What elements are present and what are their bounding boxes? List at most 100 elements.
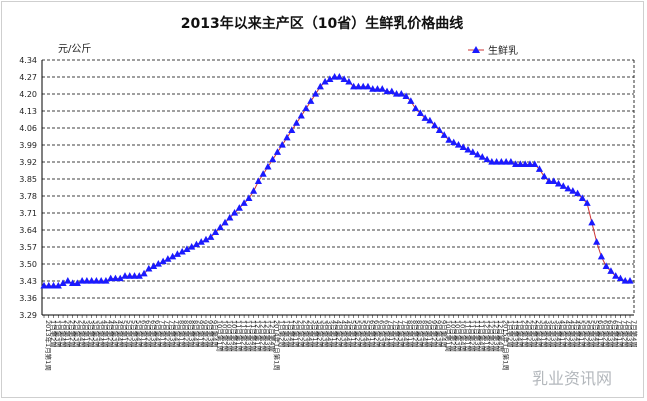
data-point bbox=[64, 277, 72, 284]
data-point bbox=[602, 262, 610, 270]
data-point bbox=[173, 250, 181, 257]
x-tick-label: 12月第2周 bbox=[487, 320, 496, 352]
data-point bbox=[440, 131, 448, 138]
x-tick-label: 5月第4周 bbox=[592, 320, 601, 348]
data-point bbox=[612, 272, 620, 279]
data-point bbox=[383, 87, 391, 95]
x-tick-label: 6月第4周 bbox=[154, 320, 163, 348]
x-tick-label: 4月第1周 bbox=[559, 320, 568, 348]
x-tick-label: 1月第3周 bbox=[282, 320, 291, 348]
x-tick-label: 7月第3周 bbox=[625, 320, 634, 348]
data-point bbox=[388, 87, 396, 95]
data-point bbox=[493, 158, 501, 165]
data-point bbox=[111, 274, 120, 282]
x-tick-label: 7月第4周 bbox=[173, 320, 182, 348]
data-point bbox=[192, 240, 201, 248]
data-point bbox=[221, 218, 229, 226]
data-point bbox=[516, 160, 525, 168]
x-tick-label: 4月第1周 bbox=[101, 320, 110, 348]
x-tick-label: 2015年1月第1周 bbox=[501, 320, 510, 371]
data-point bbox=[297, 111, 305, 119]
data-point bbox=[288, 126, 296, 134]
data-point bbox=[535, 165, 544, 172]
data-point bbox=[454, 141, 463, 148]
x-tick-label: 8月第1周 bbox=[177, 320, 186, 348]
x-tick-label: 7月第3周 bbox=[168, 320, 177, 348]
data-point bbox=[473, 150, 482, 158]
x-tick-label: 7月第1周 bbox=[616, 320, 625, 348]
data-point bbox=[273, 148, 282, 155]
x-tick-label: 5月第1周 bbox=[578, 320, 587, 348]
data-point bbox=[559, 182, 567, 189]
data-point bbox=[264, 162, 272, 170]
x-tick-label: 5月第3周 bbox=[130, 320, 139, 348]
series-layer bbox=[40, 73, 634, 289]
x-tick-label: 7月第2周 bbox=[163, 320, 172, 348]
data-point bbox=[564, 184, 572, 192]
data-point bbox=[121, 272, 129, 279]
x-tick-label: 2月第3周 bbox=[73, 320, 82, 348]
x-tick-label: 4月第2周 bbox=[106, 320, 115, 348]
data-point bbox=[49, 281, 58, 289]
x-tick-label: 6月第4周 bbox=[611, 320, 620, 348]
x-tick-label: 9月第4周 bbox=[439, 320, 448, 348]
data-point bbox=[345, 77, 353, 85]
data-point bbox=[373, 85, 382, 92]
data-point bbox=[431, 121, 439, 129]
x-tick-label: 3月第4周 bbox=[554, 320, 563, 348]
data-point bbox=[116, 274, 124, 282]
x-tick-label: 9月第3周 bbox=[206, 320, 215, 348]
data-point bbox=[183, 245, 191, 253]
y-axis: 3.29 3.36 3.43 3.50 3.57 3.64 3.71 3.78 3.85 3.92… bbox=[19, 56, 635, 320]
x-tick-label: 5月第2周 bbox=[125, 320, 134, 348]
data-point bbox=[107, 274, 115, 282]
data-point bbox=[292, 119, 301, 126]
x-tick-label: 2月第3周 bbox=[301, 320, 310, 348]
x-tick-label: 11月第3周 bbox=[473, 320, 482, 352]
x-tick-label: 2月第4周 bbox=[77, 320, 86, 348]
x-tick-label: 5月第3周 bbox=[358, 320, 367, 348]
x-tick-label: 5月第2周 bbox=[354, 320, 363, 348]
x-tick-label: 7月第1周 bbox=[387, 320, 396, 348]
data-point bbox=[335, 73, 343, 80]
data-point bbox=[316, 82, 324, 90]
x-tick-label: 1月第2周 bbox=[506, 320, 515, 348]
x-tick-label: 7月第2周 bbox=[392, 320, 401, 348]
x-tick-label: 7月第4周 bbox=[630, 320, 639, 348]
x-tick-label: 4月第2周 bbox=[335, 320, 344, 348]
data-point bbox=[512, 160, 520, 168]
x-tick-label: 3月第2周 bbox=[316, 320, 325, 348]
x-tick-label: 11月第2周 bbox=[239, 320, 248, 352]
x-tick-label: 5月第1周 bbox=[120, 320, 129, 348]
x-tick-label: 9月第1周 bbox=[196, 320, 205, 348]
x-tick-label: 12月第1周 bbox=[482, 320, 491, 352]
x-tick-label: 3月第1周 bbox=[311, 320, 320, 348]
data-point bbox=[240, 199, 248, 206]
data-point bbox=[54, 281, 62, 289]
x-tick-label: 7月第1周 bbox=[158, 320, 167, 348]
data-point bbox=[573, 189, 582, 197]
legend-marker bbox=[472, 46, 480, 53]
legend-label: 生鲜乳 bbox=[488, 44, 518, 57]
data-point bbox=[259, 170, 267, 177]
data-point bbox=[88, 277, 96, 284]
y-tick-label: 3.85 bbox=[19, 175, 37, 184]
x-tick-label: 4月第3周 bbox=[339, 320, 348, 348]
data-point bbox=[416, 109, 424, 117]
data-point bbox=[145, 264, 153, 272]
x-tick-label: 9月第1周 bbox=[425, 320, 434, 348]
x-tick-label: 5月第1周 bbox=[349, 320, 358, 348]
data-point bbox=[450, 138, 458, 146]
x-tick-label: 10月第2周 bbox=[220, 320, 229, 352]
x-tick-label: 3月第3周 bbox=[320, 320, 329, 348]
x-tick-label: 2月第4周 bbox=[535, 320, 544, 348]
x-tick-label: 6月第3周 bbox=[377, 320, 386, 348]
data-point bbox=[250, 187, 258, 194]
x-axis: 2013年1月第1周1月第2周1月第3周1月第4周2月第1周2月第2周2月第3周… bbox=[42, 314, 639, 371]
data-point bbox=[164, 255, 172, 262]
data-point bbox=[140, 269, 148, 277]
data-point bbox=[149, 262, 158, 270]
data-point bbox=[92, 277, 101, 284]
data-point bbox=[59, 279, 67, 287]
data-point bbox=[583, 199, 591, 206]
